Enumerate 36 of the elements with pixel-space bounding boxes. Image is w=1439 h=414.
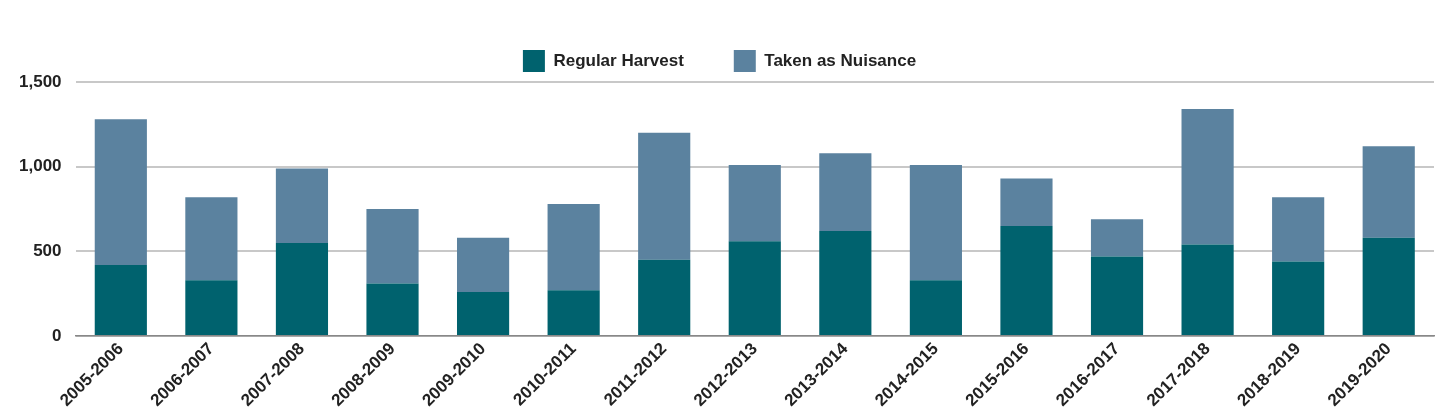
- bar: [366, 209, 419, 284]
- bar: [547, 203, 600, 291]
- bar: [1181, 244, 1234, 336]
- bar: [1090, 219, 1144, 257]
- bar: [1272, 261, 1325, 336]
- bar: [185, 197, 238, 281]
- bar: [909, 165, 962, 281]
- bar: [94, 119, 147, 265]
- bar: [1090, 256, 1144, 336]
- bar: [547, 290, 600, 336]
- bar: [728, 241, 781, 336]
- y-tick-label: 1,500: [18, 71, 62, 91]
- bar: [638, 132, 691, 260]
- y-tick-label: 500: [33, 241, 62, 261]
- legend-label: Taken as Nuisance: [764, 50, 917, 70]
- bar: [275, 242, 329, 336]
- bar: [457, 237, 510, 293]
- bar: [275, 168, 329, 243]
- bar: [909, 280, 962, 336]
- bar: [366, 283, 419, 336]
- bar: [638, 259, 691, 336]
- bar: [457, 292, 510, 336]
- y-tick-label: 1,000: [18, 156, 62, 176]
- bar: [1362, 237, 1415, 336]
- bar: [1000, 225, 1053, 336]
- bar: [94, 264, 147, 336]
- bar: [185, 280, 238, 336]
- bar: [819, 153, 872, 232]
- bar: [819, 231, 872, 336]
- y-tick-label: 0: [52, 325, 62, 345]
- legend-label: Regular Harvest: [553, 50, 685, 70]
- bar: [1181, 109, 1234, 245]
- bar: [1000, 178, 1053, 226]
- bar: [1272, 197, 1325, 262]
- bar: [728, 165, 781, 242]
- bar: [1362, 146, 1415, 238]
